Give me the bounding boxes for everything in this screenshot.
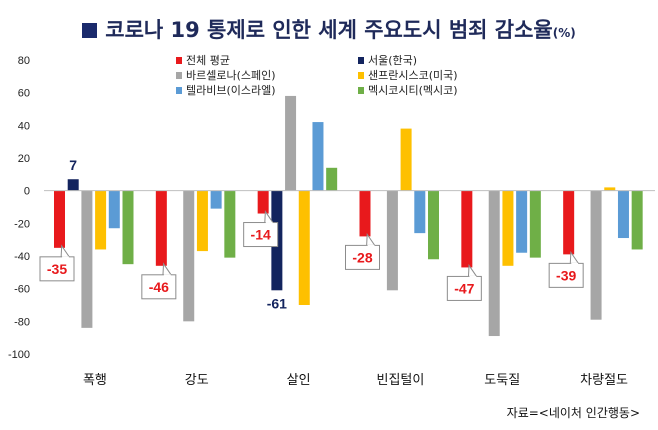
callout-4: -47 <box>446 263 482 301</box>
callout-joint <box>367 244 375 247</box>
callout-label: -14 <box>251 227 271 243</box>
bar-4-2 <box>312 122 324 191</box>
chart-title: 코로나 19 통제로 인한 세계 주요도시 범죄 감소율(%) <box>0 14 658 44</box>
y-tick-label: 20 <box>18 153 30 165</box>
callout-label: -28 <box>352 249 372 265</box>
callout-pointer <box>162 262 173 277</box>
callout-5: -39 <box>548 250 584 288</box>
legend-label: 전체 평균 <box>186 54 230 67</box>
bar-2-1 <box>183 190 195 322</box>
x-category-label: 살인 <box>287 373 311 388</box>
legend-swatch <box>358 87 364 94</box>
legend-swatch <box>358 57 364 64</box>
bar-4-4 <box>516 190 528 253</box>
bar-3-5 <box>604 187 616 191</box>
x-category-label: 강도 <box>185 373 209 388</box>
x-category-label: 빈집털이 <box>376 373 424 388</box>
callout-label: -35 <box>47 261 67 277</box>
bar-5-0 <box>122 190 134 265</box>
bar-5-5 <box>631 190 643 250</box>
legend-swatch <box>176 87 182 94</box>
callout-label: -46 <box>149 279 169 295</box>
bar-5-2 <box>326 167 338 191</box>
bar-1-0 <box>67 179 79 191</box>
callout-3: -28 <box>345 232 380 270</box>
y-tick-label: -40 <box>14 251 30 263</box>
bar-2-2 <box>285 95 297 191</box>
legend-label: 텔라비브(이스라엘) <box>186 84 276 97</box>
callout-0: -35 <box>39 244 75 282</box>
bar-4-1 <box>210 190 222 209</box>
bar-2-3 <box>386 190 398 291</box>
callout-label: -47 <box>454 280 474 296</box>
callout-joint <box>163 274 171 277</box>
legend-label: 멕시코시티(멕시코) <box>368 84 458 97</box>
callout-label: -39 <box>556 267 576 283</box>
bar-0-1 <box>155 190 167 266</box>
bar-2-4 <box>488 190 500 337</box>
title-text: 코로나 19 통제로 인한 세계 주요도시 범죄 감소율 <box>105 18 553 42</box>
bar-4-3 <box>414 190 426 234</box>
bar-0-5 <box>563 190 575 255</box>
callout-pointer <box>60 244 71 259</box>
bar-3-2 <box>298 190 310 305</box>
bar-4-0 <box>108 190 120 229</box>
source-note: 자료=<네이처 인간행동> <box>506 406 640 420</box>
bar-4-5 <box>617 190 629 239</box>
callout-pointer <box>467 263 479 278</box>
x-category-label: 폭행 <box>83 372 107 388</box>
bar-3-4 <box>502 190 514 266</box>
legend-label: 바르셀로나(스페인) <box>186 69 276 82</box>
legend-label: 샌프란시스코(미국) <box>368 69 458 82</box>
bar-5-3 <box>428 190 439 260</box>
callout-joint <box>265 222 273 225</box>
callout-joint <box>571 262 579 265</box>
bar-2-5 <box>590 190 602 320</box>
callout-2: -14 <box>243 210 279 248</box>
legend-swatch <box>358 72 364 79</box>
bar-3-0 <box>95 190 107 250</box>
callout-pointer <box>366 232 377 247</box>
callout-box <box>141 274 177 300</box>
callout-1: -46 <box>141 262 177 300</box>
y-tick-label: 60 <box>18 88 30 100</box>
legend-label: 서울(한국) <box>368 54 417 67</box>
bar-0-2 <box>257 190 269 214</box>
bar-3-1 <box>196 190 208 252</box>
y-tick-label: 80 <box>18 55 30 67</box>
callout-joint <box>469 275 477 278</box>
bar-0-0 <box>54 190 65 248</box>
y-tick-label: 40 <box>18 120 30 132</box>
data-label: 7 <box>69 157 77 173</box>
bar-3-3 <box>400 128 412 191</box>
callout-box <box>345 244 380 270</box>
legend-swatch <box>176 57 182 64</box>
callout-box <box>243 222 279 248</box>
y-tick-label: -60 <box>14 284 30 296</box>
bar-0-3 <box>359 190 371 237</box>
y-tick-label: -80 <box>14 316 30 328</box>
x-category-label: 차량절도 <box>580 373 628 388</box>
data-label: -61 <box>267 295 287 311</box>
title-unit: (%) <box>552 26 576 40</box>
callout-box <box>39 256 75 282</box>
legend-swatch <box>176 72 182 79</box>
y-tick-label: -20 <box>14 218 30 230</box>
callout-box <box>446 275 482 301</box>
title-square-icon <box>82 23 98 38</box>
bar-5-4 <box>529 190 541 258</box>
callout-pointer <box>569 250 581 265</box>
callout-joint <box>62 256 69 259</box>
bar-2-0 <box>81 190 93 328</box>
y-tick-label: -100 <box>8 349 30 361</box>
y-tick-label: 0 <box>24 186 30 198</box>
x-category-label: 도둑질 <box>484 373 520 388</box>
bar-0-4 <box>461 190 473 268</box>
callout-box <box>548 262 584 288</box>
bar-5-1 <box>224 190 236 258</box>
